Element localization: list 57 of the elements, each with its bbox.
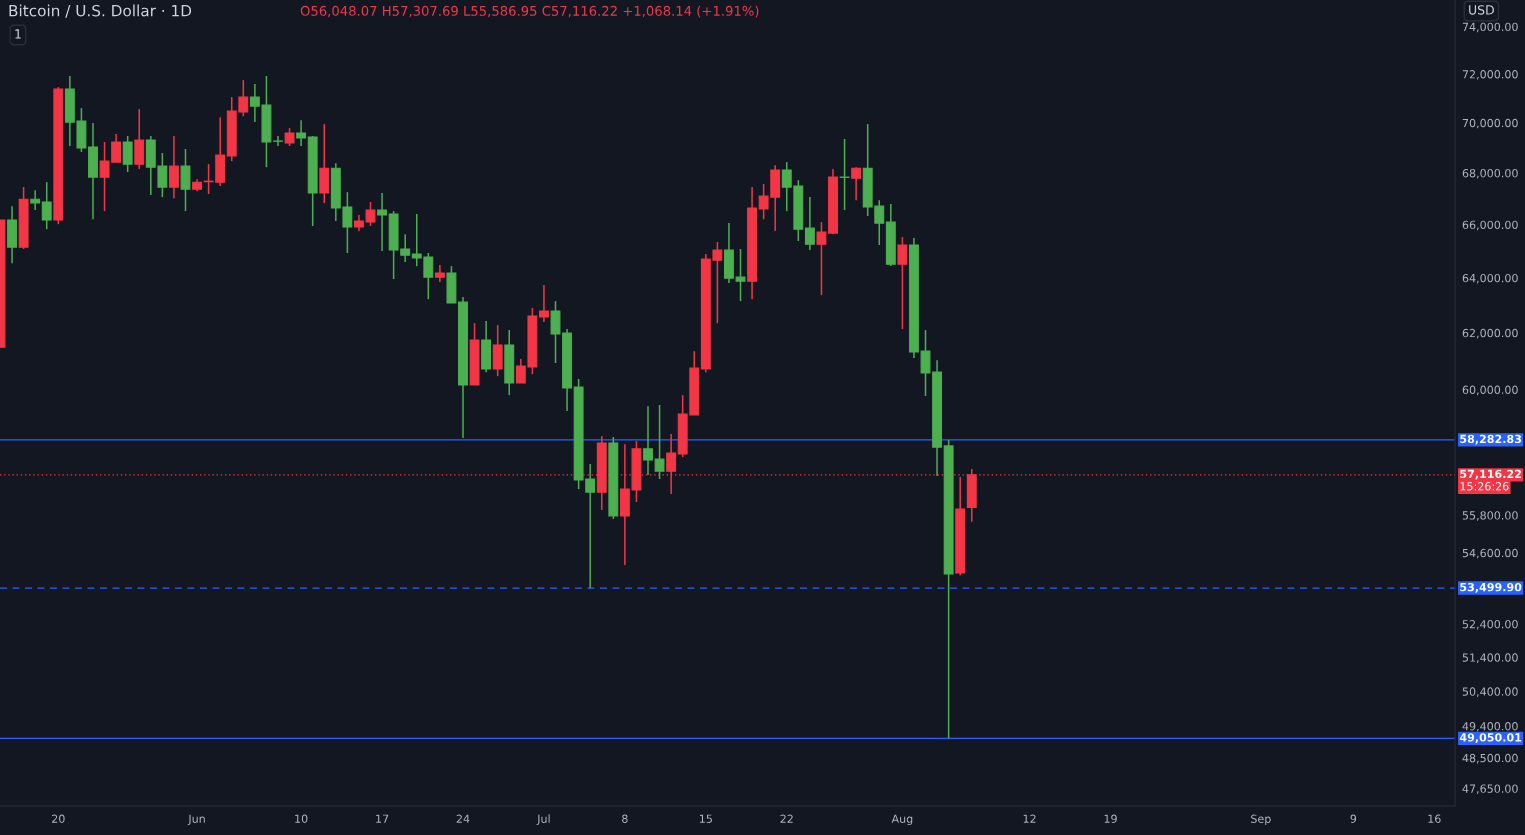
candlestick xyxy=(538,284,549,323)
y-tick-label: 54,600.00 xyxy=(1462,548,1518,559)
x-tick-label: 17 xyxy=(376,814,389,823)
candlestick xyxy=(816,221,827,296)
x-tick-label: 8 xyxy=(622,814,628,823)
y-tick-label: 72,000.00 xyxy=(1462,70,1518,80)
text: 15:26:26 xyxy=(1460,482,1509,491)
annotation: 1 xyxy=(15,29,21,39)
candlestick xyxy=(296,119,307,147)
ref-line-label: 49,050.01 xyxy=(1459,733,1522,744)
x-tick-label: 19 xyxy=(1104,814,1117,823)
candlestick xyxy=(41,181,52,230)
ref-line-label: 58,282.83 xyxy=(1460,434,1522,445)
candlestick xyxy=(897,236,908,330)
chart-title: Bitcoin / U.S. Dollar · 1D xyxy=(9,4,192,18)
y-tick-label: 64,000.00 xyxy=(1462,273,1518,284)
x-tick-label: 15 xyxy=(699,814,712,823)
x-tick-label: 12 xyxy=(1023,814,1036,823)
x-tick-label: Sep xyxy=(1251,814,1271,826)
y-tick-label: 55,800.00 xyxy=(1462,511,1518,521)
y-tick-label: 60,000.00 xyxy=(1462,385,1518,396)
x-tick-label: 16 xyxy=(1428,814,1441,823)
candlestick xyxy=(666,433,677,495)
text: USD xyxy=(1469,5,1494,15)
x-tick-label: Aug xyxy=(891,814,913,826)
y-tick-label: 62,000.00 xyxy=(1462,328,1518,339)
x-tick-label: 22 xyxy=(780,814,793,823)
ref-line-label: 57,116.22 xyxy=(1460,469,1521,480)
candlestick xyxy=(654,404,665,480)
x-tick-label: 10 xyxy=(295,814,308,823)
x-tick-label: 24 xyxy=(456,814,470,823)
y-tick-label: 51,400.00 xyxy=(1462,653,1518,663)
x-tick-label: Jul xyxy=(536,814,550,825)
candlestick xyxy=(180,148,191,212)
y-tick-label: 68,000.00 xyxy=(1462,169,1518,179)
candlestick xyxy=(851,166,862,201)
annotation: O56,048.07 H57,307.69 L55,586.95 C57,116.22 +1,068.14 (+1.91%) xyxy=(300,5,759,18)
y-tick-label: 52,400.00 xyxy=(1462,620,1518,630)
candlestick xyxy=(377,192,388,252)
candlestick xyxy=(122,135,133,173)
candlestick xyxy=(643,405,653,476)
y-tick-label: 50,400.00 xyxy=(1462,687,1518,697)
candlestick xyxy=(839,138,850,211)
candlestick xyxy=(273,135,283,147)
y-tick-label: 70,000.00 xyxy=(1462,118,1518,129)
y-tick-label: 47,650.00 xyxy=(1462,784,1518,794)
y-tick-label: 48,500.00 xyxy=(1462,753,1518,764)
candlestick xyxy=(168,135,179,199)
x-tick-label: 20 xyxy=(52,814,65,823)
x-tick-label: 9 xyxy=(1350,814,1357,823)
candlestick xyxy=(804,196,815,251)
y-tick-label: 49,400.00 xyxy=(1462,722,1518,732)
y-tick-label: 74,000.00 xyxy=(1462,22,1518,33)
x-tick-label: Jun xyxy=(187,814,205,825)
ref-line-label: 53,499.90 xyxy=(1460,582,1522,593)
y-tick-label: 66,000.00 xyxy=(1462,220,1518,231)
candlestick xyxy=(30,189,41,211)
